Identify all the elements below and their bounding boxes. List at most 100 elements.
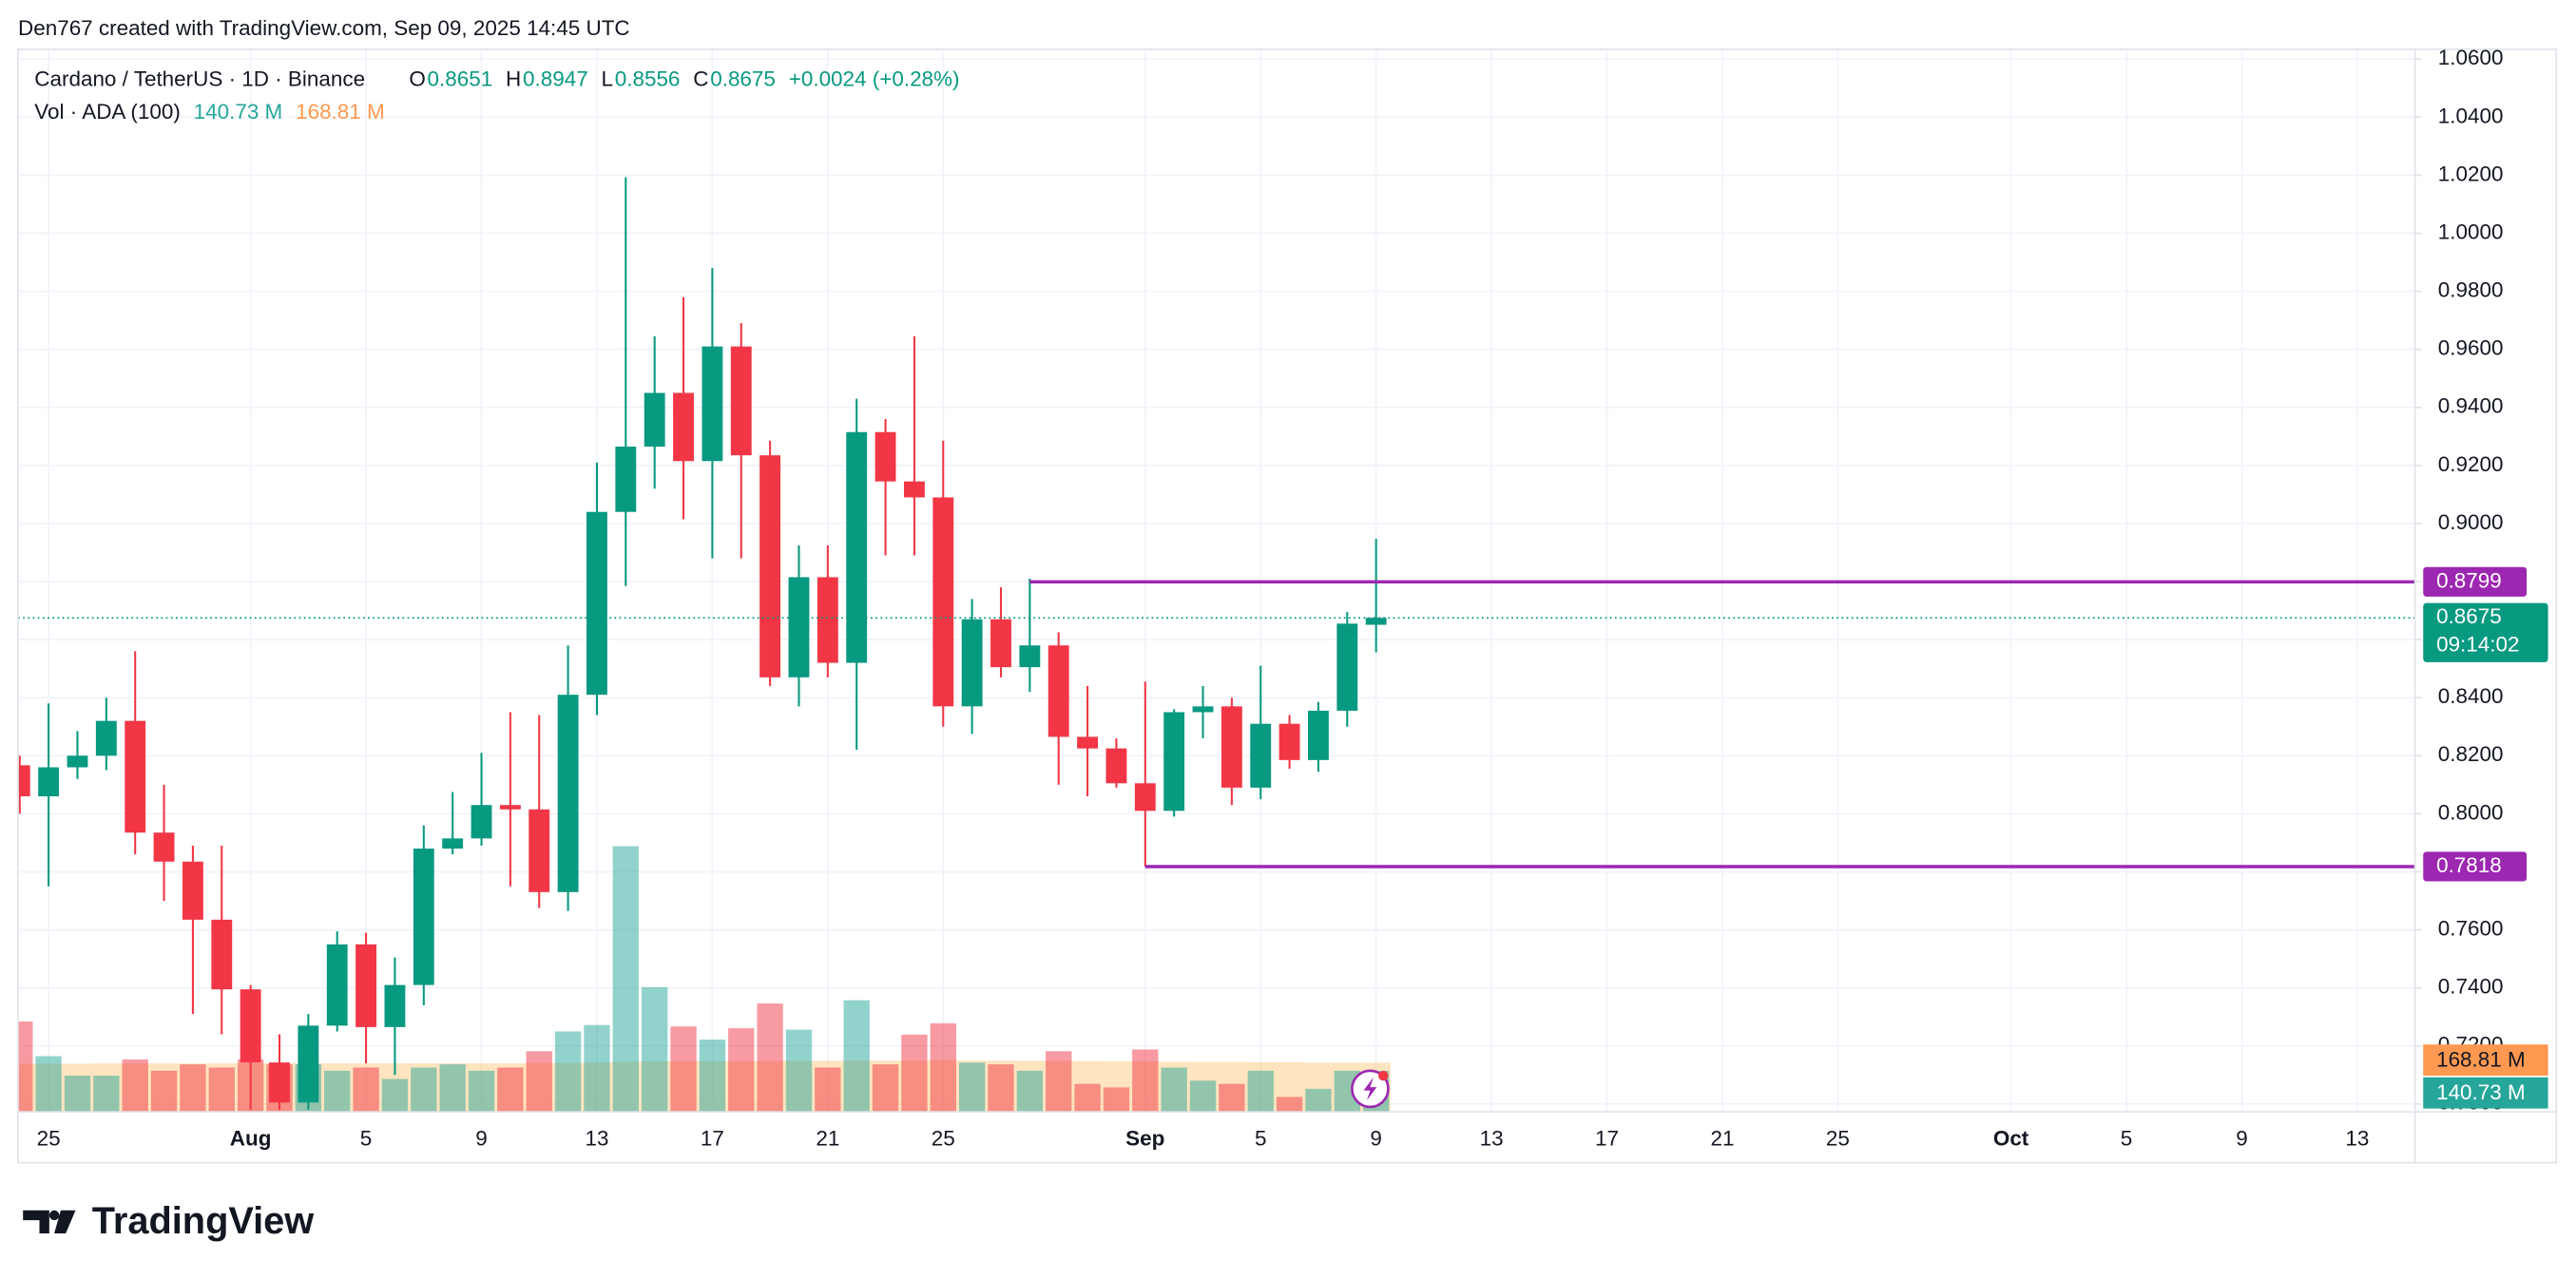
- volume-bar: [324, 1070, 351, 1113]
- x-tick-label: 9: [2236, 1126, 2248, 1150]
- y-tick-label: 0.8400: [2438, 684, 2504, 708]
- change: +0.0024 (+0.28%): [789, 67, 960, 91]
- volume-pane: [18, 846, 1391, 1113]
- candle-body: [1134, 783, 1156, 811]
- candle-body: [18, 765, 30, 797]
- candle-body: [384, 984, 406, 1027]
- x-tick-label: 5: [1255, 1126, 1267, 1150]
- logo: TradingView: [23, 1200, 314, 1242]
- volume-bar: [122, 1059, 148, 1113]
- volume-bar: [381, 1079, 409, 1113]
- price-tag-label: 0.8675: [2436, 604, 2502, 628]
- volume-bar: [1276, 1097, 1303, 1113]
- candle-body: [182, 861, 203, 920]
- volume-bar: [150, 1070, 178, 1113]
- level-tag-label: 0.7818: [2436, 853, 2502, 877]
- y-tick-label: 1.0600: [2438, 46, 2504, 69]
- volume-bar: [670, 1026, 697, 1113]
- volume-ma-tag: [2423, 1044, 2548, 1077]
- candle-body: [125, 720, 146, 833]
- volume-value: 140.73 M: [194, 100, 283, 124]
- candle-body: [1077, 736, 1098, 749]
- ohlc-key: L: [602, 67, 614, 91]
- candle-body: [211, 919, 233, 990]
- candle-body: [38, 767, 60, 797]
- volume-bar: [554, 1031, 582, 1113]
- volume-bar: [353, 1067, 379, 1113]
- volume-bar: [699, 1040, 726, 1113]
- candle-body: [1105, 748, 1127, 784]
- volume-bar: [1016, 1070, 1044, 1113]
- x-tick-label: 25: [37, 1126, 61, 1150]
- y-tick-label: 0.9000: [2438, 510, 2504, 534]
- x-tick-label: Aug: [230, 1126, 272, 1150]
- candle-body: [846, 431, 868, 663]
- volume-bar: [93, 1076, 120, 1113]
- volume-bar: [497, 1067, 524, 1113]
- candle-body: [990, 619, 1011, 668]
- candle-body: [1163, 712, 1185, 811]
- ohlc-key: H: [506, 67, 521, 91]
- candle-body: [1278, 723, 1300, 760]
- y-tick-label: 0.9800: [2438, 278, 2504, 302]
- candle-body: [730, 346, 752, 456]
- level-tag: [2423, 566, 2528, 597]
- volume-bar: [468, 1070, 495, 1113]
- x-tick-label: 21: [816, 1126, 839, 1150]
- y-tick-label: 1.0200: [2438, 162, 2504, 185]
- candle-body: [1336, 623, 1358, 711]
- volume-bar: [612, 846, 639, 1113]
- candle-body: [1192, 706, 1214, 713]
- candle-body: [471, 805, 492, 839]
- candle-body: [557, 695, 579, 892]
- candle-body: [442, 838, 464, 849]
- volume-bar: [439, 1064, 466, 1113]
- volume-title: Vol · ADA (100): [34, 100, 181, 124]
- x-tick-label: Sep: [1125, 1126, 1164, 1150]
- plot: [18, 177, 2415, 1110]
- y-tick-label: 0.8000: [2438, 800, 2504, 824]
- candle-body: [903, 481, 925, 498]
- volume-bar: [1247, 1070, 1274, 1113]
- watermark: Den767 created with TradingView.com, Sep…: [18, 16, 630, 40]
- volume-bar: [872, 1064, 899, 1113]
- volume-bar: [757, 1003, 783, 1113]
- candle-body: [153, 832, 175, 862]
- x-tick-label: 5: [360, 1126, 373, 1150]
- candle-body: [788, 577, 810, 678]
- volume-bar: [526, 1051, 552, 1113]
- candle-body: [702, 346, 723, 462]
- x-tick-label: 21: [1710, 1126, 1734, 1150]
- candle-body: [356, 944, 376, 1027]
- candle-body: [961, 619, 983, 707]
- candle-body: [875, 431, 896, 482]
- x-tick-label: 9: [1370, 1126, 1382, 1150]
- y-tick-label: 0.8200: [2438, 742, 2504, 766]
- candle-body: [1365, 618, 1387, 625]
- volume-bar: [1219, 1083, 1245, 1113]
- volume-bar: [1074, 1083, 1101, 1113]
- volume-bar: [1103, 1087, 1130, 1113]
- candle-body: [298, 1025, 319, 1103]
- candle-body: [529, 809, 550, 892]
- x-tick-label: 9: [475, 1126, 488, 1150]
- ohlc-value: 0.8651: [428, 67, 493, 91]
- y-tick-label: 1.0400: [2438, 104, 2504, 127]
- candle-body: [1019, 645, 1041, 668]
- frame: [17, 48, 2558, 1164]
- volume-tag: [2423, 1077, 2548, 1109]
- y-tick-label: 0.7400: [2438, 975, 2504, 999]
- price-tag: [2423, 602, 2548, 662]
- x-tick-label: 13: [2345, 1126, 2369, 1150]
- ohlc-key: O: [409, 67, 425, 91]
- y-tick-label: 0.7600: [2438, 916, 2504, 940]
- legend: Cardano / TetherUS · 1D · Binance O 0.865…: [34, 67, 959, 124]
- ohlc-value: 0.8556: [615, 67, 681, 91]
- lightning-icon: [1351, 1069, 1390, 1109]
- volume-bar: [988, 1064, 1014, 1113]
- volume-bar: [843, 1000, 870, 1113]
- countdown: 09:14:02: [2436, 633, 2519, 657]
- volume-bar: [208, 1067, 235, 1113]
- volume-bar: [958, 1062, 986, 1113]
